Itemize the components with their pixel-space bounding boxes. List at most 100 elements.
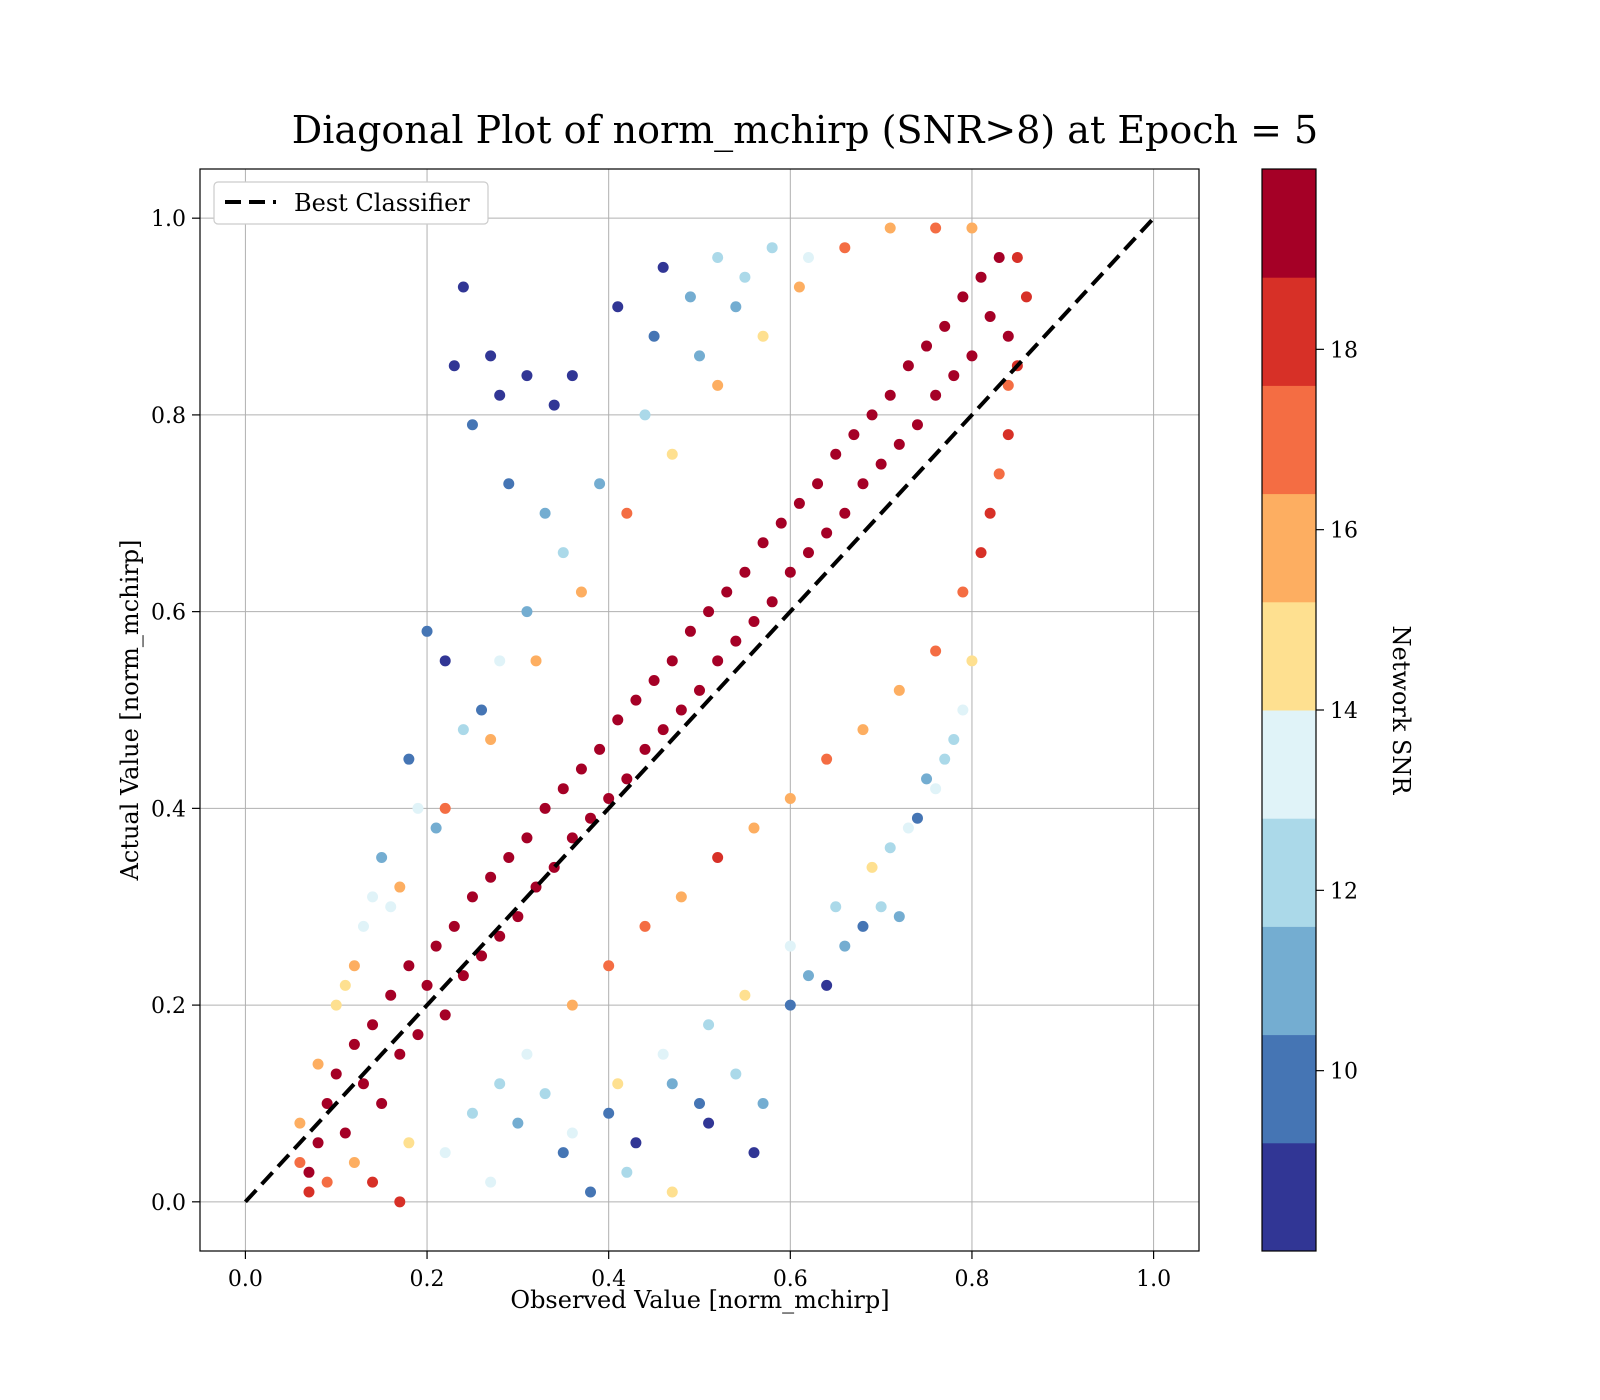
scatter-point: [721, 586, 733, 598]
scatter-point: [503, 478, 515, 490]
scatter-point: [548, 399, 560, 411]
scatter-point: [712, 655, 724, 667]
scatter-point: [476, 704, 488, 716]
colorbar-tick-label: 18: [1330, 338, 1358, 363]
scatter-point: [911, 812, 923, 824]
scatter-point: [957, 704, 969, 716]
scatter-point: [512, 1117, 524, 1129]
scatter-point: [303, 1166, 315, 1178]
scatter-point: [530, 655, 542, 667]
scatter-point: [866, 409, 878, 421]
x-tick-label: 1.0: [1136, 1267, 1171, 1292]
scatter-point: [821, 527, 833, 539]
scatter-point: [766, 596, 778, 608]
scatter-point: [694, 684, 705, 696]
scatter-point: [321, 1097, 333, 1109]
x-axis-label: Observed Value [norm_mchirp]: [510, 1286, 889, 1314]
scatter-point: [339, 979, 351, 991]
scatter-point: [612, 301, 624, 313]
scatter-point: [666, 655, 678, 667]
scatter-point: [957, 291, 969, 303]
scatter-point: [730, 635, 742, 647]
scatter-point: [1002, 379, 1014, 391]
y-tick-label: 0.4: [151, 797, 186, 822]
scatter-point: [494, 930, 506, 942]
scatter-point: [403, 753, 415, 765]
scatter-point: [639, 743, 651, 755]
colorbar-tick-label: 14: [1330, 699, 1358, 724]
scatter-point: [403, 1137, 415, 1149]
colorbar-segment: [1262, 385, 1316, 495]
scatter-point: [948, 734, 960, 746]
scatter-point: [821, 979, 833, 991]
scatter-point: [666, 448, 678, 460]
y-tick-label: 0.0: [151, 1191, 186, 1216]
scatter-point: [503, 852, 515, 864]
scatter-point: [802, 252, 814, 264]
scatter-point: [639, 409, 651, 421]
scatter-point: [839, 940, 851, 952]
scatter-point: [539, 1088, 551, 1100]
scatter-point: [557, 1147, 569, 1159]
scatter-point: [757, 1097, 769, 1109]
scatter-point: [412, 1029, 424, 1041]
scatter-point: [848, 429, 860, 441]
scatter-point: [648, 674, 660, 686]
scatter-point: [884, 389, 896, 401]
scatter-point: [521, 1048, 533, 1060]
scatter-point: [694, 350, 705, 362]
scatter-point: [893, 438, 905, 450]
scatter-point: [621, 507, 633, 519]
scatter-point: [485, 350, 497, 362]
scatter-point: [893, 911, 905, 923]
scatter-point: [739, 271, 751, 283]
scatter-point: [412, 802, 424, 814]
scatter-point: [539, 507, 551, 519]
scatter-point: [993, 252, 1005, 264]
scatter-point: [494, 389, 506, 401]
scatter-point: [957, 586, 969, 598]
scatter-point: [566, 1127, 578, 1139]
y-tick-label: 0.6: [151, 601, 186, 626]
colorbar-segment: [1262, 169, 1316, 278]
scatter-point: [394, 881, 406, 893]
scatter-point: [748, 615, 760, 627]
scatter-point: [603, 793, 615, 805]
scatter-point: [448, 360, 460, 372]
scatter-point: [1011, 252, 1023, 264]
colorbar-segment: [1262, 277, 1316, 386]
scatter-point: [703, 1117, 715, 1129]
colorbar-tick-label: 10: [1330, 1060, 1358, 1085]
scatter-point: [657, 1048, 669, 1060]
scatter-point: [376, 1097, 388, 1109]
scatter-point: [494, 1078, 506, 1090]
scatter-point: [930, 389, 942, 401]
scatter-point: [757, 330, 769, 342]
colorbar-tick-label: 12: [1330, 879, 1358, 904]
colorbar-label: Network SNR: [1387, 626, 1415, 796]
scatter-point: [521, 370, 533, 382]
scatter-point: [966, 350, 978, 362]
scatter-point: [367, 891, 379, 903]
scatter-point: [630, 694, 642, 706]
scatter-point: [930, 222, 942, 234]
scatter-points: [294, 222, 1032, 1208]
scatter-point: [830, 901, 842, 913]
scatter-point: [657, 261, 669, 273]
scatter-point: [621, 773, 633, 785]
scatter-point: [466, 1107, 478, 1119]
scatter-point: [902, 822, 914, 834]
scatter-point: [984, 507, 996, 519]
scatter-point: [748, 822, 760, 834]
scatter-point: [784, 940, 796, 952]
legend-box: [213, 181, 489, 225]
scatter-point: [594, 478, 606, 490]
chart-title: Diagonal Plot of norm_mchirp (SNR>8) at …: [292, 108, 1318, 153]
scatter-point: [566, 999, 578, 1011]
scatter-point: [348, 960, 360, 972]
scatter-point: [939, 320, 951, 332]
scatter-point: [294, 1156, 306, 1168]
scatter-point: [512, 911, 524, 923]
scatter-point: [367, 1019, 379, 1031]
